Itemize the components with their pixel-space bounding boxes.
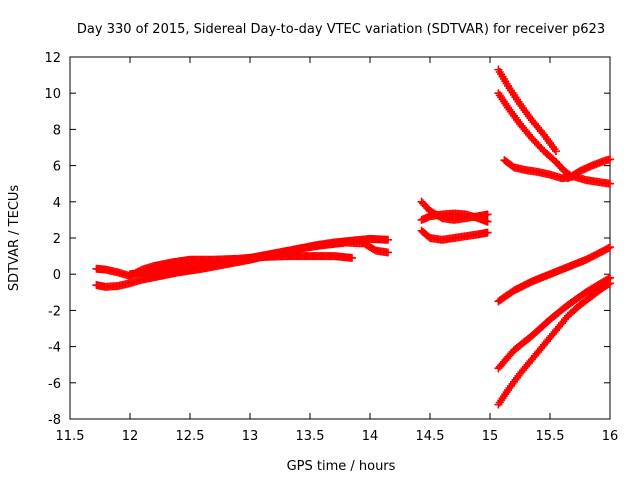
y-tick-label: 2 <box>53 232 61 247</box>
y-tick-label: -4 <box>48 341 61 356</box>
data-series <box>564 155 614 183</box>
data-series <box>417 209 492 226</box>
y-tick-label: 12 <box>44 51 61 66</box>
data-series <box>494 273 614 373</box>
data-point <box>384 248 392 257</box>
data-point <box>552 147 560 156</box>
x-tick-label: 13.5 <box>296 429 325 444</box>
chart-title: Day 330 of 2015, Sidereal Day-to-day VTE… <box>77 22 605 37</box>
y-tick-label: 6 <box>53 160 61 175</box>
y-axis-label: SDTVAR / TECUs <box>7 185 22 292</box>
y-axis: -8 -6 -4 -2 0 2 4 6 8 10 12 <box>44 51 610 428</box>
data-point <box>483 210 492 219</box>
x-tick-label: 11.5 <box>56 429 85 444</box>
data-points <box>92 65 614 409</box>
x-axis: 11.5 12 12.5 13 13.5 14 14.5 15 15.5 16 <box>56 57 619 444</box>
y-tick-label: 10 <box>44 87 61 102</box>
data-point <box>606 279 614 288</box>
data-series <box>494 89 576 181</box>
x-tick-label: 14.5 <box>416 429 445 444</box>
data-series <box>417 226 492 244</box>
data-series <box>494 279 614 409</box>
x-tick-label: 15.5 <box>536 429 565 444</box>
x-tick-label: 15 <box>482 429 499 444</box>
y-tick-label: 4 <box>53 196 61 211</box>
data-series <box>126 238 392 279</box>
data-point <box>483 217 492 226</box>
x-tick-label: 14 <box>362 429 379 444</box>
data-point <box>604 243 613 252</box>
y-tick-label: 0 <box>53 268 61 283</box>
data-point <box>606 179 614 188</box>
data-point <box>348 253 356 262</box>
data-point <box>606 155 614 164</box>
data-series <box>494 243 614 306</box>
y-tick-label: -2 <box>48 304 61 319</box>
y-tick-label: -6 <box>48 377 61 392</box>
data-series <box>494 65 560 156</box>
data-point <box>606 243 614 252</box>
y-tick-label: 8 <box>53 123 61 138</box>
x-tick-label: 16 <box>602 429 619 444</box>
x-tick-label: 13 <box>242 429 259 444</box>
x-tick-label: 12.5 <box>176 429 205 444</box>
data-point <box>483 228 492 237</box>
x-axis-label: GPS time / hours <box>287 459 396 474</box>
data-point <box>604 280 613 289</box>
x-tick-label: 12 <box>122 429 139 444</box>
data-point <box>384 235 392 244</box>
y-tick-label: -8 <box>48 413 61 428</box>
